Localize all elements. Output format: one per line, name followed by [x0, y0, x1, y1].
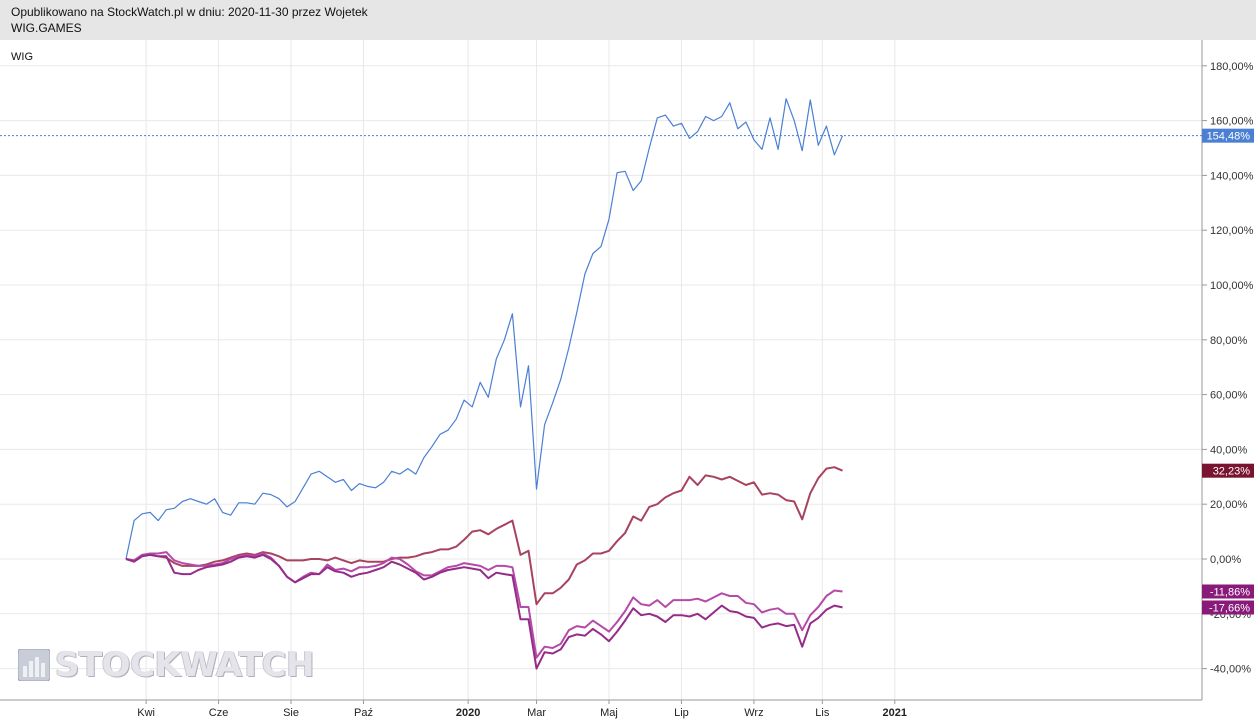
x-tick-label: Sie — [283, 707, 299, 719]
series-line — [125, 551, 843, 659]
grid-layer — [0, 40, 1202, 700]
bar-chart-icon — [17, 648, 51, 682]
x-tick-label: 2020 — [456, 707, 480, 719]
last-value-badge: 32,23% — [1202, 463, 1254, 478]
y-tick-label: 180,00% — [1210, 61, 1254, 73]
last-value-badge: -11,86% — [1202, 584, 1254, 599]
badge-bg — [1202, 600, 1254, 615]
x-tick-label: Cze — [209, 707, 229, 719]
x-tick-label: Paź — [354, 707, 373, 719]
last-value-badge: -17,66% — [1202, 600, 1254, 615]
y-tick-label: 60,00% — [1210, 390, 1248, 402]
series-line — [125, 466, 843, 606]
y-tick-label: 0,00% — [1210, 554, 1241, 566]
x-tick-label: 2021 — [883, 707, 907, 719]
y-tick-label: 160,00% — [1210, 116, 1254, 128]
x-tick-label: Wrz — [744, 707, 763, 719]
series-layer — [0, 98, 1202, 670]
y-tick-label: 120,00% — [1210, 225, 1254, 237]
badge-bg — [1202, 128, 1254, 143]
y-tick-label: 80,00% — [1210, 335, 1248, 347]
last-value-badge: 154,48% — [1202, 128, 1254, 143]
x-tick-label: Maj — [600, 707, 618, 719]
y-tick-label: 40,00% — [1210, 444, 1248, 456]
badge-bg — [1202, 463, 1254, 478]
y-tick-label: -40,00% — [1210, 664, 1251, 676]
badge-bg — [1202, 584, 1254, 599]
legend-label: WIG — [11, 51, 33, 63]
series-line — [125, 553, 843, 670]
logo-text: STOCKWATCH — [55, 645, 315, 685]
published-info: Opublikowano na StockWatch.pl w dniu: 20… — [11, 5, 368, 19]
stockwatch-logo: STOCKWATCH — [17, 645, 315, 685]
x-tick-label: Mar — [527, 707, 546, 719]
x-tick-label: Lip — [674, 707, 689, 719]
badge-label: 32,23% — [1213, 466, 1251, 478]
badge-label: -11,86% — [1210, 586, 1250, 598]
y-tick-label: 140,00% — [1210, 170, 1254, 182]
index-name: WIG.GAMES — [11, 21, 82, 35]
badge-label: 154,48% — [1207, 131, 1251, 143]
y-tick-label: 100,00% — [1210, 280, 1254, 292]
axis-layer: 180,00% 160,00% 140,00% 120,00% 100,00% 80,00… — [0, 40, 1254, 719]
y-tick-label: 20,00% — [1210, 499, 1248, 511]
x-tick-label: Lis — [815, 707, 830, 719]
x-tick-label: Kwi — [137, 707, 155, 719]
badge-layer: 154,48% 32,23% -11,86% -17,66% — [1202, 128, 1254, 615]
badge-label: -17,66% — [1209, 602, 1250, 614]
chart-header: Opublikowano na StockWatch.pl w dniu: 20… — [0, 0, 1256, 40]
series-line — [125, 98, 844, 560]
